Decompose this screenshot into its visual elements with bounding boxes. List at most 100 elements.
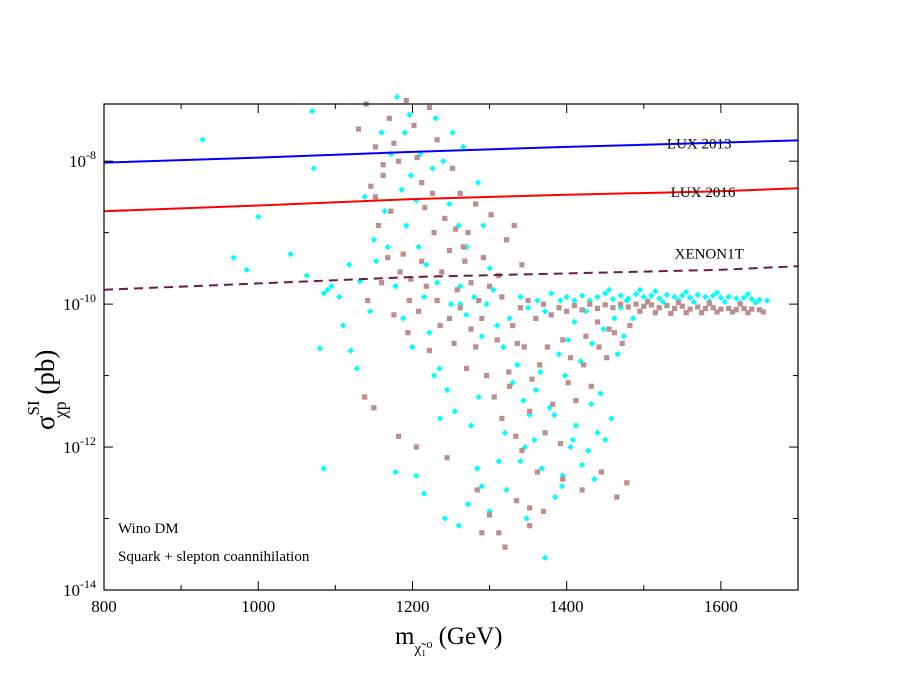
brown-point bbox=[483, 372, 490, 379]
brown-point bbox=[419, 180, 425, 186]
brown-point bbox=[372, 194, 379, 200]
y-axis-label-subscript: χp bbox=[50, 401, 70, 419]
brown-point bbox=[473, 344, 479, 350]
cyan-point bbox=[567, 443, 574, 451]
cyan-point bbox=[399, 315, 407, 322]
cyan-point bbox=[551, 493, 559, 501]
y-tick-label: 10-8 bbox=[69, 148, 96, 171]
cyan-point bbox=[451, 408, 459, 415]
cyan-point bbox=[740, 294, 748, 301]
brown-point bbox=[423, 283, 429, 289]
cyan-point bbox=[474, 465, 481, 472]
cyan-point bbox=[555, 350, 563, 358]
cyan-point bbox=[602, 290, 609, 297]
cyan-point bbox=[384, 243, 391, 251]
brown-point bbox=[604, 355, 610, 361]
brown-point bbox=[679, 303, 685, 309]
brown-point bbox=[502, 544, 508, 550]
y-tick-label: 10-10 bbox=[63, 291, 96, 314]
brown-point bbox=[594, 319, 601, 325]
brown-point bbox=[513, 498, 520, 504]
brown-point bbox=[457, 305, 463, 311]
cyan-point bbox=[725, 293, 732, 301]
brown-point bbox=[486, 283, 493, 289]
cyan-point bbox=[541, 308, 549, 315]
brown-point bbox=[429, 190, 436, 196]
brown-point bbox=[624, 480, 630, 486]
brown-point bbox=[521, 344, 527, 350]
cyan-point bbox=[537, 368, 544, 376]
brown-point bbox=[706, 300, 712, 307]
cyan-point bbox=[709, 292, 717, 299]
brown-point bbox=[368, 183, 374, 189]
brown-point bbox=[444, 455, 450, 461]
y-axis-label-main: σ bbox=[30, 415, 60, 430]
cyan-point bbox=[440, 157, 447, 165]
brown-point bbox=[699, 310, 705, 316]
y-axis-label-superscript: SI bbox=[24, 400, 43, 415]
brown-point bbox=[491, 394, 497, 400]
brown-point bbox=[726, 305, 732, 312]
cyan-point bbox=[648, 292, 655, 299]
cyan-point bbox=[569, 436, 577, 444]
cyan-point bbox=[441, 515, 449, 522]
brown-point bbox=[451, 340, 457, 347]
cyan-point bbox=[656, 295, 663, 302]
brown-point bbox=[426, 347, 433, 354]
cyan-point bbox=[353, 365, 361, 372]
brown-point bbox=[583, 333, 589, 339]
brown-point bbox=[760, 309, 766, 315]
brown-point bbox=[499, 415, 505, 422]
cyan-point bbox=[640, 293, 647, 301]
cyan-point bbox=[578, 292, 586, 299]
cyan-point bbox=[632, 290, 640, 298]
brown-point bbox=[550, 401, 556, 407]
cyan-point bbox=[609, 295, 617, 303]
y-axis-label-unit: (pb) bbox=[30, 350, 60, 402]
brown-point bbox=[614, 494, 620, 500]
cyan-point bbox=[572, 422, 580, 429]
brown-point bbox=[598, 469, 604, 475]
cyan-point bbox=[328, 283, 335, 290]
cyan-point bbox=[663, 291, 671, 299]
brown-point bbox=[494, 337, 500, 343]
brown-point bbox=[372, 144, 379, 150]
brown-point bbox=[540, 508, 547, 514]
cyan-point bbox=[721, 298, 728, 306]
brown-point bbox=[414, 155, 420, 161]
scatter-points bbox=[199, 93, 771, 562]
cyan-point bbox=[320, 290, 327, 297]
cyan-point bbox=[320, 465, 327, 472]
cyan-point bbox=[671, 293, 678, 301]
cyan-point bbox=[548, 290, 555, 297]
cyan-point bbox=[617, 292, 624, 299]
cyan-point bbox=[420, 490, 428, 497]
brown-point bbox=[365, 297, 371, 304]
cyan-point bbox=[534, 297, 541, 304]
cyan-point bbox=[430, 372, 438, 379]
cyan-point bbox=[339, 322, 347, 329]
cyan-point bbox=[521, 443, 529, 451]
brown-point bbox=[618, 301, 624, 307]
brown-point bbox=[557, 440, 564, 447]
brown-point bbox=[710, 305, 716, 311]
brown-point bbox=[718, 306, 724, 312]
cyan-point bbox=[652, 288, 659, 295]
cyan-point bbox=[588, 400, 595, 408]
brown-point bbox=[431, 230, 437, 236]
brown-point bbox=[702, 305, 709, 312]
cyan-point bbox=[531, 436, 538, 444]
cyan-point bbox=[694, 291, 701, 299]
brown-point bbox=[488, 212, 494, 218]
brown-point bbox=[371, 405, 377, 411]
brown-point bbox=[648, 302, 655, 308]
cyan-point bbox=[413, 472, 420, 479]
cyan-point bbox=[733, 295, 740, 302]
brown-point bbox=[560, 476, 566, 482]
cyan-point bbox=[426, 329, 433, 336]
cyan-point bbox=[594, 293, 601, 301]
brown-point bbox=[397, 269, 403, 275]
brown-point bbox=[627, 322, 633, 329]
brown-point bbox=[683, 310, 689, 316]
